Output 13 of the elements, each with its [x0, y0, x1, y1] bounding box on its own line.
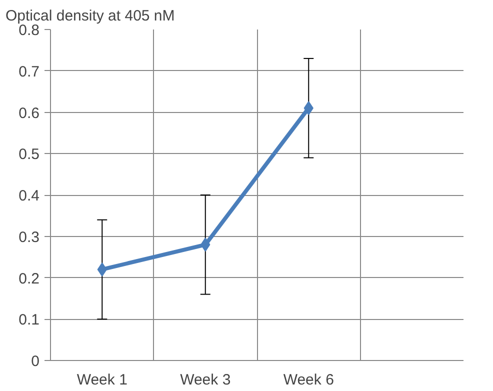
y-tick-label: 0.7	[18, 63, 40, 80]
y-tick-label: 0.1	[18, 312, 40, 329]
x-tick-label: Week 3	[180, 372, 231, 388]
y-tick-label: 0.8	[18, 22, 40, 39]
y-tick-label: 0.5	[18, 146, 40, 164]
y-tick-label: 0	[31, 353, 40, 370]
y-tick-label: 0.2	[18, 270, 40, 288]
y-tick-label: 0.6	[18, 104, 40, 122]
x-tick-label: Week 1	[76, 372, 128, 388]
y-axis-title: Optical density at 405 nM	[6, 8, 175, 24]
y-tick-label: 0.4	[18, 188, 40, 204]
y-tick-label: 0.3	[18, 228, 40, 246]
x-tick-label: Week 6	[283, 372, 334, 388]
